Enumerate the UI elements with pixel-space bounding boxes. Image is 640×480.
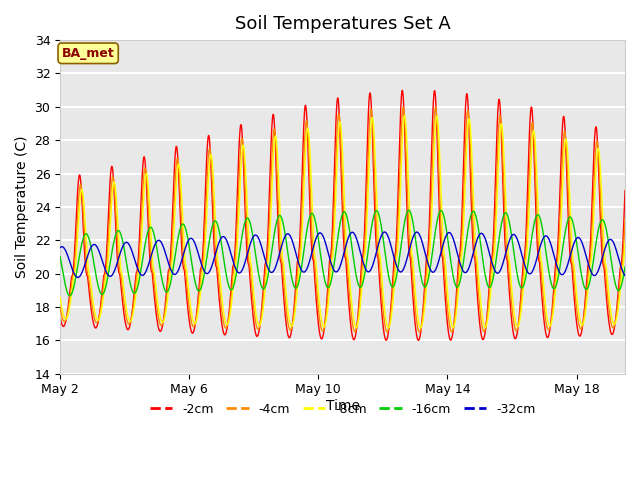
-16cm	[621, 264, 629, 270]
Text: BA_met: BA_met	[62, 47, 115, 60]
-8cm	[435, 143, 443, 149]
-4cm	[270, 127, 278, 132]
Legend: -2cm, -4cm, -8cm, -16cm, -32cm: -2cm, -4cm, -8cm, -16cm, -32cm	[145, 398, 541, 421]
-16cm	[405, 207, 413, 213]
-16cm	[66, 293, 74, 299]
-16cm	[435, 210, 443, 216]
-32cm	[106, 273, 113, 279]
-4cm	[218, 304, 225, 310]
-16cm	[106, 265, 113, 271]
-32cm	[621, 273, 629, 278]
-2cm	[314, 319, 322, 325]
Line: -16cm: -16cm	[60, 210, 625, 296]
-4cm	[399, 104, 407, 110]
-16cm	[315, 237, 323, 243]
-16cm	[218, 242, 225, 248]
-16cm	[260, 286, 268, 292]
-8cm	[270, 146, 278, 152]
-2cm	[218, 317, 225, 323]
-2cm	[435, 207, 443, 213]
-8cm	[218, 289, 225, 295]
-4cm	[314, 304, 322, 310]
-2cm	[105, 201, 113, 206]
-2cm	[260, 281, 268, 287]
Title: Soil Temperatures Set A: Soil Temperatures Set A	[235, 15, 451, 33]
-8cm	[417, 325, 424, 331]
-2cm	[399, 87, 406, 93]
-8cm	[56, 295, 64, 300]
-4cm	[621, 216, 629, 221]
Y-axis label: Soil Temperature (C): Soil Temperature (C)	[15, 136, 29, 278]
Line: -32cm: -32cm	[60, 232, 625, 277]
-4cm	[435, 179, 443, 184]
-4cm	[56, 305, 64, 311]
-4cm	[415, 329, 423, 335]
-32cm	[381, 229, 388, 235]
-16cm	[56, 254, 64, 260]
-8cm	[260, 301, 268, 307]
Line: -8cm: -8cm	[60, 115, 625, 328]
-32cm	[315, 231, 323, 237]
-2cm	[56, 314, 64, 320]
-32cm	[270, 267, 278, 273]
-8cm	[621, 239, 629, 245]
X-axis label: Time: Time	[326, 399, 360, 413]
-32cm	[74, 275, 82, 280]
-32cm	[218, 235, 225, 240]
-2cm	[270, 114, 278, 120]
-4cm	[105, 224, 113, 230]
-8cm	[105, 245, 113, 251]
-32cm	[260, 252, 268, 258]
Line: -2cm: -2cm	[60, 90, 625, 340]
-8cm	[314, 287, 322, 293]
-2cm	[621, 188, 629, 193]
-16cm	[270, 232, 278, 238]
Line: -4cm: -4cm	[60, 107, 625, 332]
-8cm	[401, 112, 408, 118]
-32cm	[435, 256, 443, 262]
-4cm	[260, 290, 268, 296]
-2cm	[415, 337, 422, 343]
-32cm	[56, 245, 64, 251]
